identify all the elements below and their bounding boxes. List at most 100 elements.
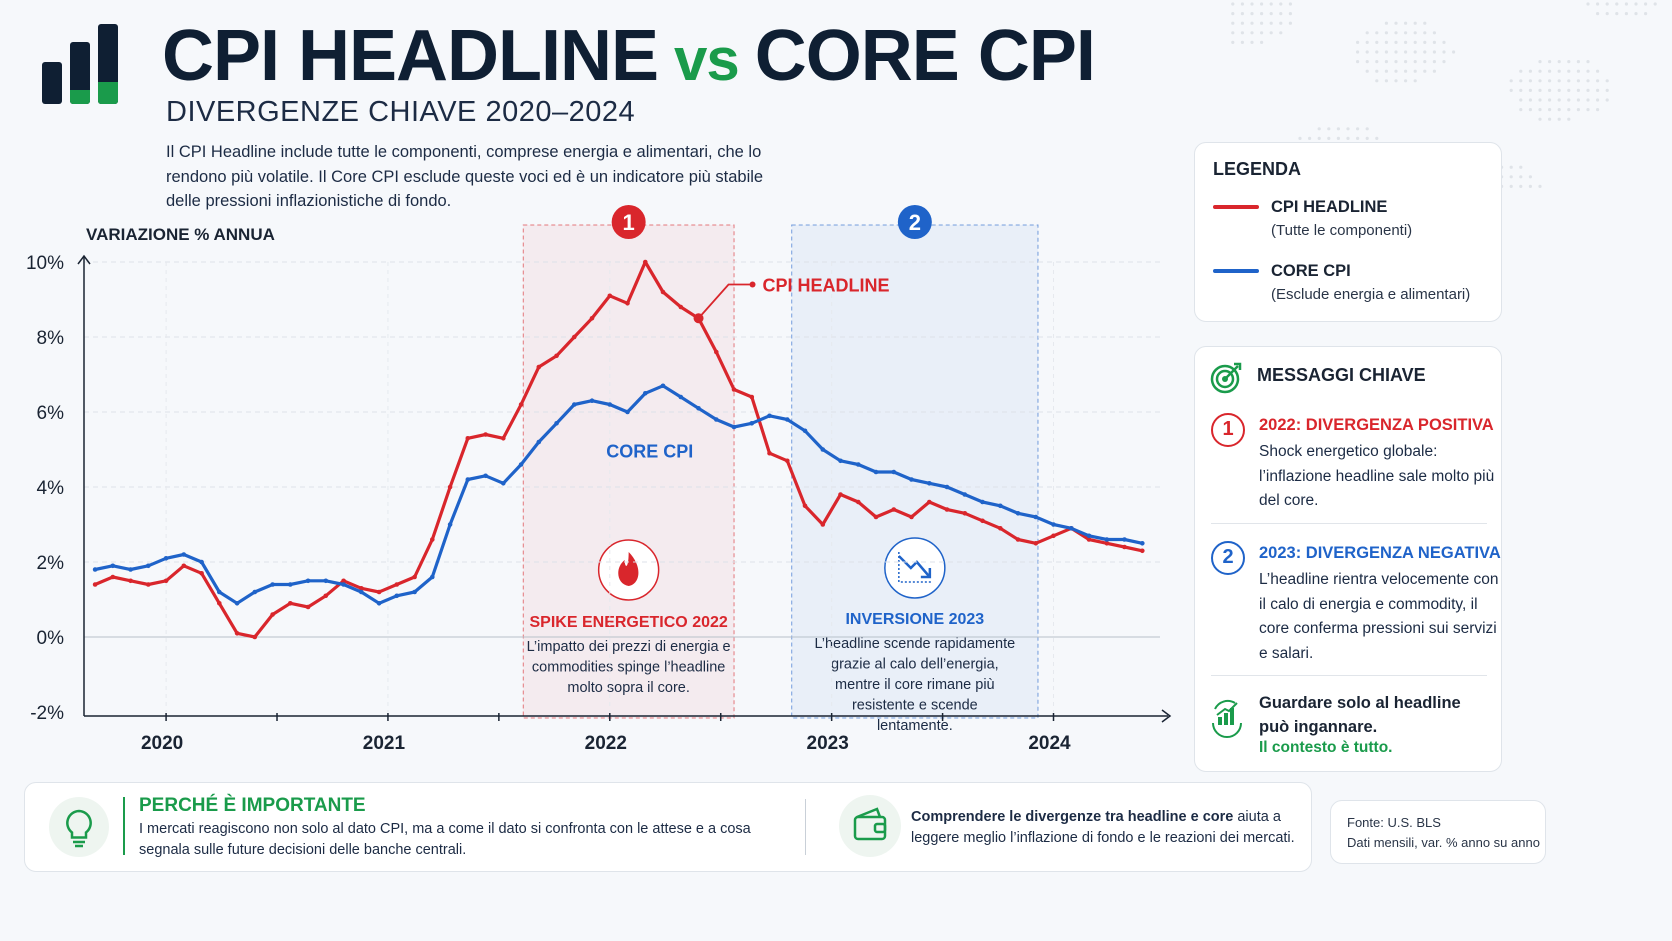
data-point <box>376 589 382 595</box>
region-1-title: SPIKE ENERGETICO 2022 <box>530 614 728 631</box>
data-point <box>1033 541 1039 546</box>
data-point <box>554 421 559 426</box>
data-point <box>980 518 985 524</box>
data-point <box>643 391 648 396</box>
data-point <box>1051 522 1056 527</box>
why-text: I mercati reagiscono non solo al dato CP… <box>139 821 751 858</box>
data-point <box>1140 541 1145 546</box>
message-2-badge: 2 <box>1211 541 1245 575</box>
y-tick-label: 2% <box>37 553 65 574</box>
data-point <box>1122 544 1127 550</box>
footer-card: PERCHÉ È IMPORTANTE I mercati reagiscono… <box>24 782 1312 872</box>
why-title: PERCHÉ È IMPORTANTE <box>139 795 366 816</box>
data-point <box>678 394 684 400</box>
source-line-1: Fonte: U.S. BLS <box>1347 815 1441 830</box>
data-point <box>181 552 187 557</box>
data-point <box>359 589 364 595</box>
growth-chart-icon <box>1212 699 1242 738</box>
data-point <box>359 586 364 591</box>
headline-callout-line <box>697 283 751 319</box>
data-point <box>483 432 488 437</box>
data-point <box>944 484 950 490</box>
data-point <box>625 409 630 415</box>
data-point <box>163 556 169 561</box>
data-point <box>1069 526 1074 531</box>
y-tick-label: -2% <box>30 703 64 724</box>
data-point <box>181 563 187 569</box>
divider <box>1211 523 1487 524</box>
legend-label-core: CORE CPI <box>1271 262 1351 280</box>
key-messages-title: MESSAGGI CHIAVE <box>1257 365 1426 385</box>
region-2-title: INVERSIONE 2023 <box>845 611 984 628</box>
data-point <box>518 462 524 467</box>
region-2-number: 2 <box>909 210 921 235</box>
data-point <box>714 349 719 355</box>
headline-callout-end <box>749 281 756 288</box>
data-point <box>820 447 826 452</box>
region-1-text-line: commodities spinge l’headline <box>532 660 725 676</box>
y-axis-arrow <box>77 254 91 265</box>
message-2-text: L’headline rientra velocemente con il ca… <box>1259 571 1499 662</box>
data-point <box>767 450 772 456</box>
data-point <box>305 604 311 610</box>
data-point <box>998 526 1003 531</box>
message-2-title: 2023: DIVERGENZA NEGATIVA <box>1259 544 1501 562</box>
legend-swatch-headline <box>1213 205 1259 209</box>
x-tick-label: 2022 <box>585 733 627 754</box>
data-point <box>394 582 400 587</box>
data-point <box>944 507 950 512</box>
data-point <box>1086 537 1092 542</box>
data-point <box>909 514 914 520</box>
data-point <box>288 582 293 587</box>
series-line-core <box>94 384 1143 605</box>
data-point <box>909 477 914 482</box>
region-2-text-line: grazie al calo dell’energia, <box>831 657 999 673</box>
data-point <box>518 402 524 407</box>
data-point <box>838 492 843 497</box>
target-icon <box>1210 362 1242 394</box>
world-map-decoration <box>1231 2 1657 188</box>
data-point <box>731 424 737 430</box>
data-point <box>234 631 240 636</box>
data-point <box>163 578 169 584</box>
data-point <box>589 316 595 321</box>
data-point <box>856 499 861 505</box>
data-point <box>323 578 329 584</box>
data-point <box>927 499 932 505</box>
data-point <box>660 289 666 295</box>
data-point <box>873 514 879 520</box>
data-point <box>1051 533 1056 539</box>
data-point <box>447 484 453 490</box>
legend-swatch-core <box>1213 269 1259 273</box>
data-point <box>483 473 488 479</box>
message-final-green: Il contesto è tutto. <box>1259 739 1393 756</box>
data-point <box>465 436 471 441</box>
y-tick-label: 10% <box>26 253 64 274</box>
legend-sub-headline: (Tutte le componenti) <box>1271 222 1413 239</box>
data-point <box>802 428 808 434</box>
page-title: CPI HEADLINE vs CORE CPI <box>162 16 1096 96</box>
message-1-badge: 1 <box>1211 413 1245 447</box>
data-point <box>1015 511 1021 516</box>
legend-sub-core: (Esclude energia e alimentari) <box>1271 286 1471 303</box>
cpi-line-chart: VARIAZIONE % ANNUA 1 SPIKE ENERGETICO 2022… <box>26 205 1172 754</box>
data-point <box>323 593 329 599</box>
data-point <box>891 469 897 475</box>
data-point <box>607 293 613 299</box>
footer-accent-bar <box>123 797 125 855</box>
region-2-text-line: L’headline scende rapidamente <box>814 636 1015 652</box>
data-point <box>110 574 116 580</box>
x-tick-label: 2023 <box>807 733 849 754</box>
data-point <box>554 353 559 359</box>
data-point <box>785 458 790 464</box>
data-point <box>749 394 755 400</box>
data-point <box>856 462 861 467</box>
region-1 <box>522 224 735 719</box>
data-point <box>412 574 417 580</box>
page-subtitle: DIVERGENZE CHIAVE 2020–2024 <box>166 96 636 128</box>
data-point <box>341 582 346 587</box>
y-tick-label: 0% <box>37 628 65 649</box>
data-point <box>536 364 542 370</box>
data-point <box>199 571 204 576</box>
region-1-number: 1 <box>623 210 635 235</box>
